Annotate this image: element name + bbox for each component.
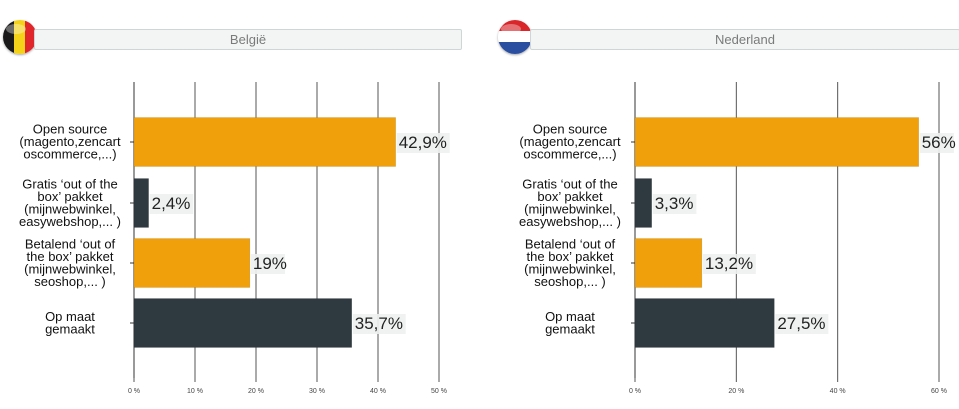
data-label: 2,4% — [149, 194, 194, 214]
value-label-bg — [352, 314, 406, 334]
netherlands-flag-icon — [498, 20, 532, 54]
value-label-bg — [775, 314, 829, 334]
category-label: Op maat gemaakt — [45, 309, 95, 337]
bar — [634, 298, 775, 348]
x-tick-label: 20 % — [728, 388, 744, 395]
data-label: 3,3% — [652, 194, 697, 214]
bar — [634, 117, 919, 167]
chart-title: Nederland — [530, 29, 959, 50]
data-label: 27,5% — [775, 314, 829, 334]
value-label: 35,7% — [355, 314, 403, 333]
bar-chart-nederland: 0 % 20 % 40 % 60 % Open source (magento,zenca… — [519, 82, 956, 395]
value-label: 2,4% — [152, 194, 191, 213]
belgium-flag-icon — [3, 20, 37, 54]
x-tick-label: 50 % — [431, 388, 447, 395]
category-label: Betalend ‘out of the box’ pakket (mijnwebw… — [524, 236, 616, 289]
value-label: 3,3% — [655, 194, 694, 213]
value-label-bg — [919, 133, 954, 153]
category-label: Open source (magento,zencart oscommerce,..… — [19, 122, 121, 162]
chart-title: België — [34, 29, 462, 50]
category-label: Betalend ‘out of the box’ pakket (mijnwebw… — [24, 236, 116, 289]
value-label: 56% — [922, 133, 956, 152]
bar-chart-belgie: 0 % 10 % 20 % 30 % 40 % 50 % Open source (magen… — [19, 82, 450, 395]
category-label: Gratis ‘out of the box’ pakket (mijnwebwin… — [519, 176, 621, 229]
data-label: 13,2% — [702, 254, 756, 274]
value-label-bg — [702, 254, 756, 274]
x-tick-label: 20 % — [248, 388, 264, 395]
value-label-bg — [652, 194, 697, 214]
value-label: 27,5% — [777, 314, 825, 333]
x-tick-label: 40 % — [370, 388, 386, 395]
x-tick-label: 0 % — [128, 388, 140, 395]
value-label-bg — [149, 194, 194, 214]
value-label-bg — [396, 133, 450, 153]
category-label: Op maat gemaakt — [545, 309, 595, 337]
bar — [634, 238, 703, 288]
bar — [634, 178, 652, 228]
chart-panel-belgie: België 0 % 10 % 20 % 30 % 40 % 50 % Open sourc… — [0, 0, 470, 409]
value-label: 13,2% — [705, 254, 753, 273]
bar — [133, 178, 149, 228]
bar — [133, 117, 396, 167]
data-label: 56% — [919, 133, 956, 153]
x-tick-label: 0 % — [629, 388, 641, 395]
chart-panel-nederland: Nederland 0 % 20 % 40 % 60 % Open source (mag… — [490, 0, 959, 409]
x-tick-label: 10 % — [187, 388, 203, 395]
value-label: 19% — [253, 254, 287, 273]
x-tick-label: 30 % — [309, 388, 325, 395]
category-label: Gratis ‘out of the box’ pakket (mijnwebwin… — [19, 176, 121, 229]
bar — [133, 298, 353, 348]
value-label: 42,9% — [399, 133, 447, 152]
data-label: 42,9% — [396, 133, 450, 153]
bar — [133, 238, 251, 288]
data-label: 35,7% — [352, 314, 406, 334]
value-label-bg — [250, 254, 286, 274]
x-tick-label: 60 % — [931, 388, 947, 395]
data-label: 19% — [250, 254, 287, 274]
category-label: Open source (magento,zencart oscommerce,..… — [519, 122, 621, 162]
x-tick-label: 40 % — [830, 388, 846, 395]
